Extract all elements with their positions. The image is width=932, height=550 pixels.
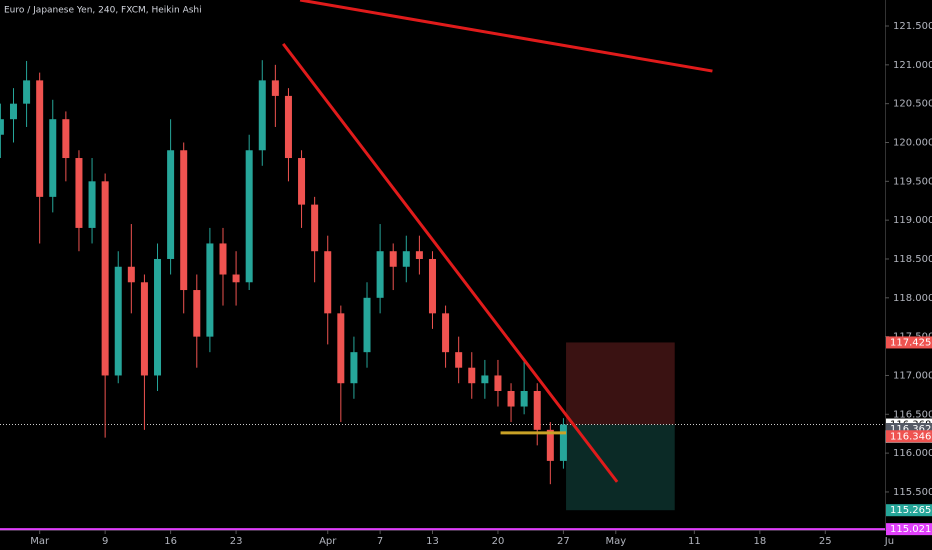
candle-body xyxy=(284,95,292,159)
x-tick-label: 13 xyxy=(426,536,439,547)
candle-body xyxy=(559,424,567,461)
candle-body xyxy=(219,243,227,275)
y-tick-label: 117.000 xyxy=(893,370,932,381)
candle-body xyxy=(546,429,554,461)
candle-body xyxy=(520,390,528,407)
price-tag xyxy=(886,504,932,517)
candle-body xyxy=(140,282,148,376)
x-tick-label: 11 xyxy=(688,536,701,547)
candle-body xyxy=(49,119,57,197)
candle-body xyxy=(363,297,371,353)
candle-body xyxy=(167,150,175,259)
candle-body xyxy=(271,80,279,96)
candle-body xyxy=(298,158,306,205)
x-tick-label: 16 xyxy=(164,536,177,547)
candle-body xyxy=(415,251,423,259)
candle-body xyxy=(75,158,83,228)
y-tick-label: 118.000 xyxy=(893,293,932,304)
candle-body xyxy=(337,313,345,384)
candle-body xyxy=(311,204,319,252)
x-tick-label: 27 xyxy=(557,536,570,547)
y-tick-label: 116.500 xyxy=(893,409,932,420)
candle-body xyxy=(114,266,122,376)
x-tick-label: May xyxy=(605,536,626,547)
y-tick-label: 119.000 xyxy=(893,215,932,226)
price-tag xyxy=(886,336,932,349)
price-tag-label: 116.362 xyxy=(890,424,931,435)
x-tick-label: Apr xyxy=(319,536,337,547)
x-tick-label: 23 xyxy=(230,536,243,547)
candle-body xyxy=(36,80,44,197)
x-tick-label: 18 xyxy=(753,536,766,547)
candle-body xyxy=(88,181,96,228)
candle-body xyxy=(180,150,188,291)
x-tick-label: Mar xyxy=(30,536,50,547)
trend-line xyxy=(282,42,619,483)
candle-body xyxy=(9,103,17,120)
price-tag xyxy=(886,430,932,443)
candle-body xyxy=(193,290,201,337)
candle-body xyxy=(494,375,502,391)
candle-body xyxy=(507,390,515,407)
candle-body xyxy=(258,80,266,151)
candle-body xyxy=(350,352,358,384)
candle-body xyxy=(127,266,135,283)
y-tick-label: 121.500 xyxy=(893,21,932,32)
price-tag-label: 115.021 xyxy=(890,524,931,535)
candle-body xyxy=(324,251,332,314)
chart-title: Euro / Japanese Yen, 240, FXCM, Heikin A… xyxy=(4,6,202,16)
candle-body xyxy=(533,390,541,430)
price-tag-label: 116.346 xyxy=(890,431,931,442)
x-tick-label: Ju xyxy=(884,536,894,547)
candle-body xyxy=(206,243,214,337)
candle-body xyxy=(245,150,253,283)
candle-body xyxy=(23,80,31,104)
price-tag-label: 115.265 xyxy=(890,505,931,516)
candle-body xyxy=(402,251,410,267)
x-tick-label: 7 xyxy=(377,536,383,547)
candle-body xyxy=(101,181,109,376)
x-tick-label: 20 xyxy=(492,536,505,547)
y-tick-label: 120.500 xyxy=(893,99,932,110)
candle-body xyxy=(62,119,70,159)
x-tick-label: 25 xyxy=(819,536,832,547)
candle-body xyxy=(154,258,162,376)
candle-body xyxy=(0,119,4,135)
price-tag-label: 117.425 xyxy=(890,337,931,348)
candle-body xyxy=(428,258,436,314)
stop-zone xyxy=(566,342,675,425)
candle-body xyxy=(389,251,397,267)
y-tick-label: 120.000 xyxy=(893,137,932,148)
candle-body xyxy=(468,367,476,384)
y-tick-label: 116.000 xyxy=(893,448,932,459)
y-tick-label: 119.500 xyxy=(893,176,932,187)
y-tick-label: 118.500 xyxy=(893,254,932,265)
candle-body xyxy=(442,313,450,353)
candle-body xyxy=(376,251,384,298)
candle-body xyxy=(481,375,489,384)
candle-body xyxy=(455,352,463,368)
x-tick-label: 9 xyxy=(102,536,108,547)
candle-body xyxy=(232,274,240,283)
y-tick-label: 115.500 xyxy=(893,487,932,498)
trend-line xyxy=(299,0,713,73)
y-tick-label: 121.000 xyxy=(893,60,932,71)
price-tag xyxy=(886,523,932,536)
